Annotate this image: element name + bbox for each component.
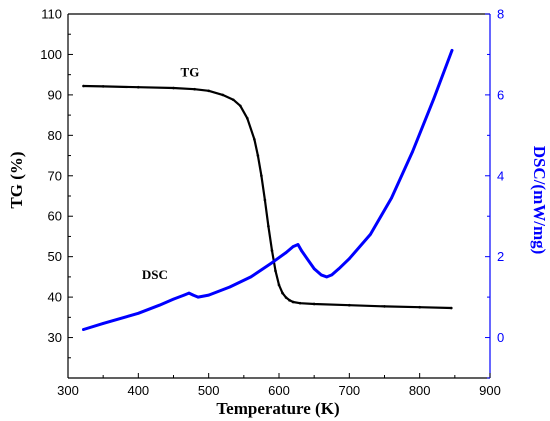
data-point-tg bbox=[137, 85, 140, 89]
data-point-tg bbox=[207, 89, 210, 93]
y-tick-label: 90 bbox=[48, 87, 62, 102]
y-axis-title: TG (%) bbox=[7, 151, 26, 208]
data-point-tg bbox=[288, 299, 291, 302]
data-point-dsc bbox=[300, 249, 303, 252]
y-axis-ticks: 30 40 50 60 70 80 90 100 110 bbox=[40, 7, 73, 359]
x-tick-label: 800 bbox=[409, 383, 431, 398]
x-tick-label: 300 bbox=[57, 383, 79, 398]
x-tick-label: 400 bbox=[127, 383, 149, 398]
plot-frame bbox=[67, 13, 491, 379]
data-point-dsc bbox=[137, 311, 140, 315]
x-tick-label: 500 bbox=[198, 383, 220, 398]
y2-tick-label: 0 bbox=[497, 330, 504, 345]
annotation-label: TG bbox=[181, 65, 200, 80]
data-point-dsc bbox=[432, 97, 436, 101]
y2-axis-ticks: 0 2 4 6 8 bbox=[485, 7, 504, 379]
data-point-tg bbox=[298, 301, 302, 305]
data-point-tg bbox=[263, 198, 267, 202]
series-line-tg bbox=[82, 84, 453, 310]
data-point-tg bbox=[267, 225, 270, 228]
series-dsc bbox=[82, 48, 454, 331]
data-point-tg bbox=[253, 138, 256, 141]
y2-tick-label: 8 bbox=[497, 7, 504, 22]
data-point-dsc bbox=[101, 322, 105, 325]
y-tick-label: 70 bbox=[48, 168, 62, 183]
data-point-tg bbox=[291, 300, 295, 304]
x-tick-label: 700 bbox=[338, 383, 360, 398]
annotation-label: DSC bbox=[142, 267, 168, 282]
y2-tick-label: 4 bbox=[497, 168, 504, 183]
data-point-tg bbox=[231, 98, 235, 102]
data-point-dsc bbox=[249, 275, 253, 279]
data-point-tg bbox=[348, 303, 351, 307]
data-point-dsc bbox=[390, 196, 393, 200]
data-point-dsc bbox=[348, 257, 351, 260]
data-point-tg bbox=[277, 283, 281, 287]
data-point-dsc bbox=[305, 257, 309, 260]
data-point-dsc bbox=[182, 293, 186, 297]
data-point-dsc bbox=[191, 293, 195, 297]
data-point-dsc bbox=[296, 243, 300, 246]
data-point-tg bbox=[101, 85, 105, 88]
data-point-dsc bbox=[330, 273, 334, 277]
series-line-dsc bbox=[82, 48, 454, 331]
data-point-dsc bbox=[270, 261, 274, 265]
data-point-tg bbox=[383, 305, 386, 308]
data-point-tg bbox=[260, 174, 263, 178]
data-point-tg bbox=[221, 93, 225, 97]
data-point-dsc bbox=[411, 150, 414, 153]
data-point-tg bbox=[172, 86, 175, 90]
data-point-dsc bbox=[187, 291, 191, 295]
data-point-tg bbox=[246, 117, 249, 120]
y-tick-label: 40 bbox=[48, 290, 62, 305]
data-point-dsc bbox=[450, 49, 454, 52]
y-tick-label: 80 bbox=[48, 128, 62, 143]
data-point-tg bbox=[82, 84, 85, 88]
data-point-dsc bbox=[196, 295, 200, 299]
series-tg bbox=[82, 84, 453, 310]
data-point-dsc bbox=[228, 285, 232, 289]
data-point-tg bbox=[256, 154, 260, 157]
data-point-tg bbox=[450, 306, 453, 310]
y-tick-label: 100 bbox=[40, 47, 62, 62]
data-point-dsc bbox=[291, 245, 295, 248]
y-tick-label: 110 bbox=[41, 7, 62, 22]
data-point-dsc bbox=[319, 273, 323, 277]
data-point-dsc bbox=[312, 267, 316, 271]
annotations: TG DSC bbox=[142, 65, 199, 282]
data-point-dsc bbox=[207, 293, 210, 297]
data-point-tg bbox=[312, 302, 316, 306]
y-tick-label: 50 bbox=[48, 249, 62, 264]
x-axis-ticks: 300 400 500 600 700 800 900 bbox=[57, 373, 501, 398]
data-point-tg bbox=[239, 104, 242, 108]
x-tick-label: 600 bbox=[268, 383, 290, 398]
data-point-tg bbox=[281, 291, 284, 295]
data-point-dsc bbox=[337, 267, 341, 271]
data-point-dsc bbox=[158, 303, 161, 307]
data-point-dsc bbox=[369, 233, 372, 236]
y2-tick-label: 2 bbox=[497, 249, 504, 264]
data-point-tg bbox=[270, 249, 274, 252]
data-point-dsc bbox=[172, 297, 175, 301]
data-point-dsc bbox=[82, 328, 85, 331]
data-point-tg bbox=[284, 296, 288, 299]
data-point-dsc bbox=[284, 251, 288, 254]
data-point-tg bbox=[418, 305, 421, 309]
y-tick-label: 30 bbox=[48, 330, 62, 345]
data-point-tg bbox=[274, 269, 277, 273]
data-point-tg bbox=[193, 87, 196, 91]
data-point-dsc bbox=[325, 275, 329, 279]
y-tick-label: 60 bbox=[48, 209, 62, 224]
x-axis-title: Temperature (K) bbox=[216, 399, 339, 418]
y2-axis-title: DSC/(mW/mg) bbox=[530, 146, 549, 255]
x-tick-label: 900 bbox=[479, 383, 501, 398]
y2-tick-label: 6 bbox=[497, 87, 504, 102]
